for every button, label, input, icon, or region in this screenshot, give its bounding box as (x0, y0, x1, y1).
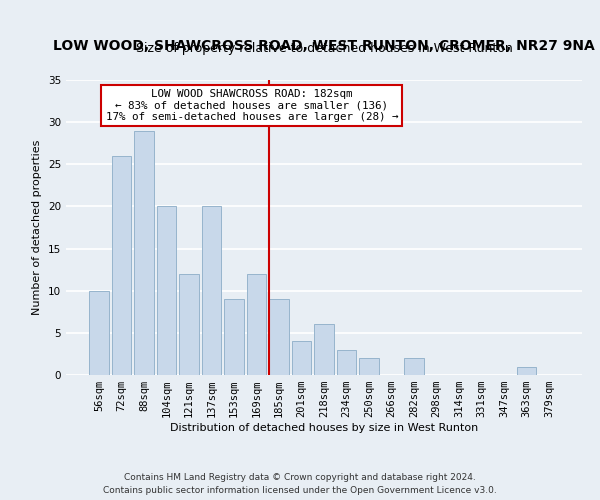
Bar (179, 274, 199, 375)
Text: Contains HM Land Registry data © Crown copyright and database right 2024.
Contai: Contains HM Land Registry data © Crown c… (103, 473, 497, 495)
Title: Size of property relative to detached houses in West Runton: Size of property relative to detached ho… (136, 42, 512, 55)
Y-axis label: Number of detached properties: Number of detached properties (32, 140, 43, 315)
Bar (292, 342, 311, 375)
Bar (404, 358, 424, 375)
Bar (224, 299, 244, 375)
Text: LOW WOOD, SHAWCROSS ROAD, WEST RUNTON, CROMER, NR27 9NA: LOW WOOD, SHAWCROSS ROAD, WEST RUNTON, C… (53, 40, 595, 54)
Bar (89, 290, 109, 375)
Bar (359, 358, 379, 375)
Bar (269, 299, 289, 375)
Bar (247, 274, 266, 375)
Bar (134, 130, 154, 375)
Bar (202, 206, 221, 375)
Bar (112, 156, 131, 375)
Bar (157, 206, 176, 375)
X-axis label: Distribution of detached houses by size in West Runton: Distribution of detached houses by size … (170, 423, 478, 433)
Bar (314, 324, 334, 375)
Bar (337, 350, 356, 375)
Text: LOW WOOD SHAWCROSS ROAD: 182sqm
← 83% of detached houses are smaller (136)
17% o: LOW WOOD SHAWCROSS ROAD: 182sqm ← 83% of… (106, 89, 398, 122)
Bar (517, 366, 536, 375)
